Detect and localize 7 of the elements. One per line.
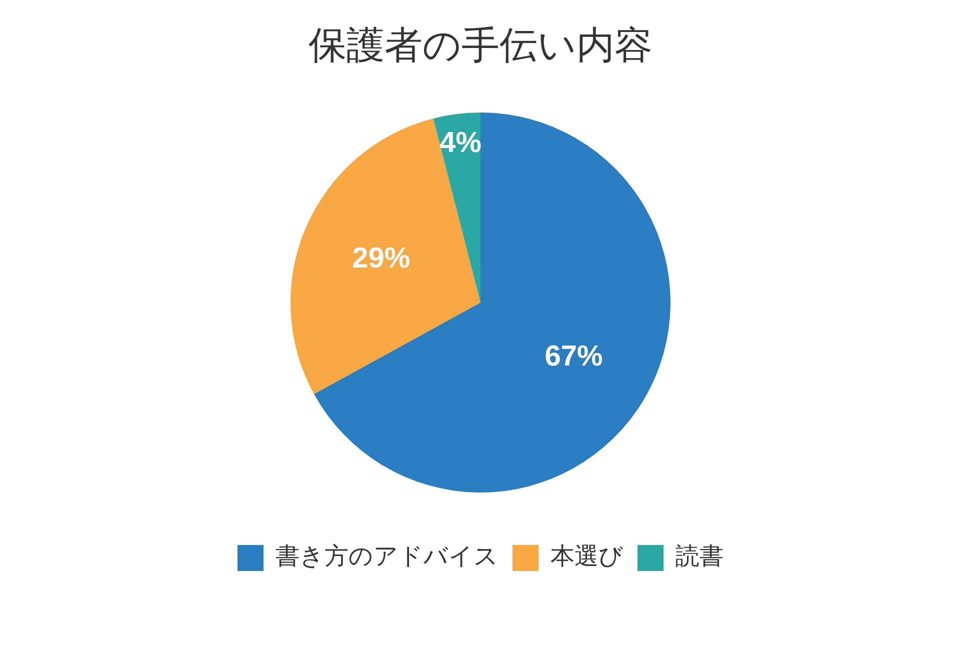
legend-label: 書き方のアドバイス [276, 542, 498, 570]
legend-label: 本選び [550, 542, 624, 570]
data-label: 67% [544, 340, 603, 373]
data-label: 29% [352, 242, 410, 274]
legend-label: 読書 [676, 542, 724, 570]
data-label: 4% [440, 127, 482, 160]
chart-title: 保護者の手伝い内容 [308, 22, 652, 67]
